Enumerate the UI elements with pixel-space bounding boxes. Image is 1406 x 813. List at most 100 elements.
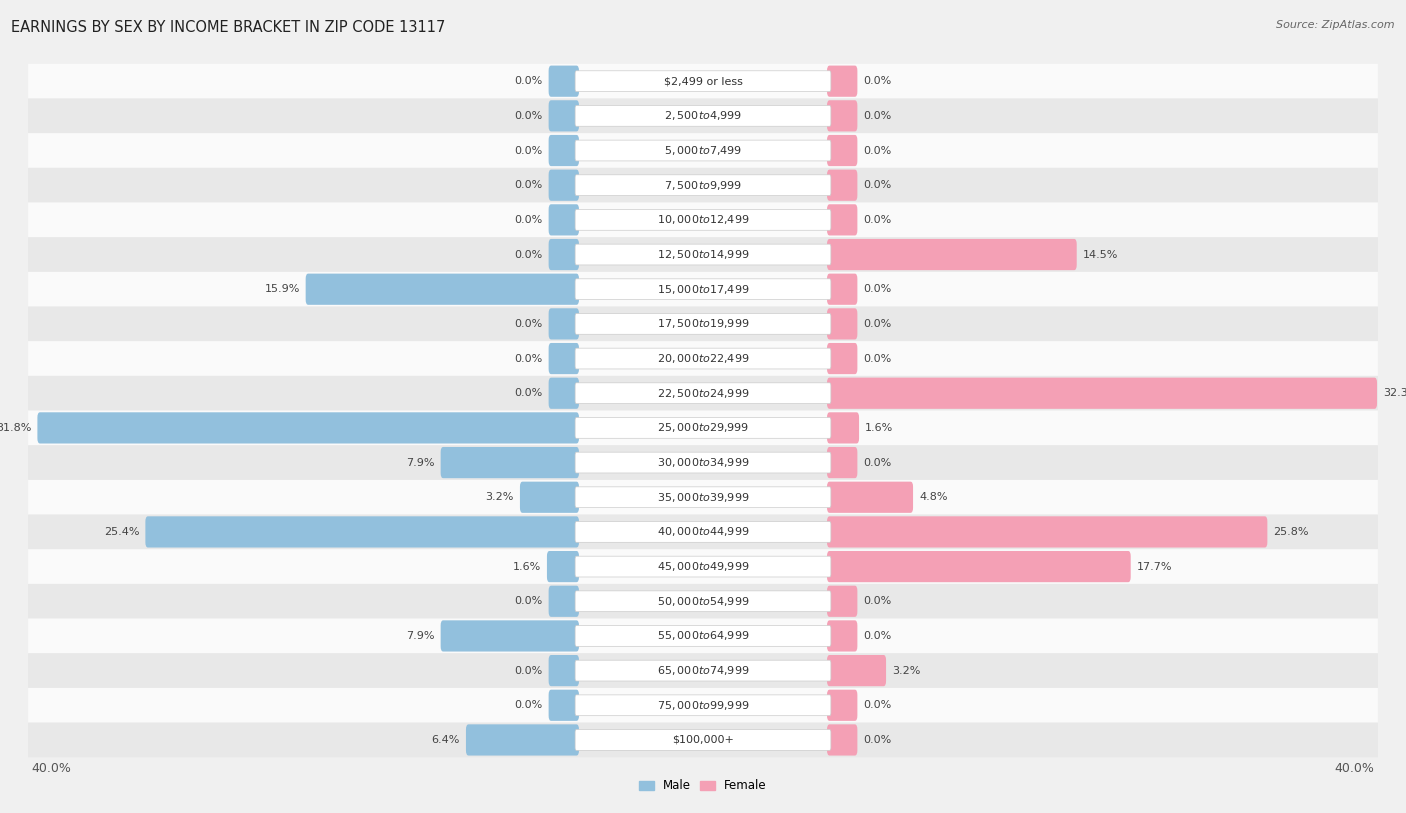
- Text: 1.6%: 1.6%: [865, 423, 893, 433]
- FancyBboxPatch shape: [827, 135, 858, 166]
- Text: 0.0%: 0.0%: [863, 700, 891, 711]
- Text: 0.0%: 0.0%: [863, 111, 891, 121]
- FancyBboxPatch shape: [827, 585, 858, 617]
- Text: 6.4%: 6.4%: [432, 735, 460, 745]
- Text: 0.0%: 0.0%: [515, 146, 543, 155]
- Text: 14.5%: 14.5%: [1083, 250, 1118, 259]
- FancyBboxPatch shape: [827, 689, 858, 721]
- Text: 0.0%: 0.0%: [515, 700, 543, 711]
- Text: 17.7%: 17.7%: [1136, 562, 1173, 572]
- FancyBboxPatch shape: [548, 377, 579, 409]
- FancyBboxPatch shape: [827, 239, 1077, 270]
- FancyBboxPatch shape: [575, 556, 831, 577]
- FancyBboxPatch shape: [28, 550, 1378, 584]
- FancyBboxPatch shape: [28, 167, 1378, 202]
- FancyBboxPatch shape: [28, 411, 1378, 446]
- Text: $45,000 to $49,999: $45,000 to $49,999: [657, 560, 749, 573]
- Text: $2,500 to $4,999: $2,500 to $4,999: [664, 110, 742, 122]
- FancyBboxPatch shape: [28, 619, 1378, 654]
- FancyBboxPatch shape: [548, 343, 579, 374]
- FancyBboxPatch shape: [28, 64, 1378, 98]
- FancyBboxPatch shape: [827, 170, 858, 201]
- FancyBboxPatch shape: [827, 343, 858, 374]
- FancyBboxPatch shape: [548, 204, 579, 236]
- FancyBboxPatch shape: [575, 591, 831, 611]
- FancyBboxPatch shape: [520, 481, 579, 513]
- Text: Source: ZipAtlas.com: Source: ZipAtlas.com: [1277, 20, 1395, 30]
- Text: $100,000+: $100,000+: [672, 735, 734, 745]
- Text: 0.0%: 0.0%: [515, 250, 543, 259]
- FancyBboxPatch shape: [28, 202, 1378, 237]
- FancyBboxPatch shape: [827, 516, 1267, 547]
- Text: 1.6%: 1.6%: [513, 562, 541, 572]
- Text: 4.8%: 4.8%: [920, 492, 948, 502]
- FancyBboxPatch shape: [827, 412, 859, 444]
- FancyBboxPatch shape: [548, 655, 579, 686]
- Text: 0.0%: 0.0%: [863, 285, 891, 294]
- FancyBboxPatch shape: [575, 487, 831, 507]
- Text: 25.4%: 25.4%: [104, 527, 139, 537]
- FancyBboxPatch shape: [28, 446, 1378, 480]
- Text: 0.0%: 0.0%: [863, 215, 891, 225]
- Text: $2,499 or less: $2,499 or less: [664, 76, 742, 86]
- Text: 0.0%: 0.0%: [863, 146, 891, 155]
- Text: 0.0%: 0.0%: [863, 735, 891, 745]
- Text: $65,000 to $74,999: $65,000 to $74,999: [657, 664, 749, 677]
- FancyBboxPatch shape: [28, 584, 1378, 619]
- FancyBboxPatch shape: [548, 585, 579, 617]
- FancyBboxPatch shape: [38, 412, 579, 444]
- Text: $30,000 to $34,999: $30,000 to $34,999: [657, 456, 749, 469]
- FancyBboxPatch shape: [827, 724, 858, 755]
- FancyBboxPatch shape: [575, 71, 831, 92]
- FancyBboxPatch shape: [827, 620, 858, 651]
- Text: 15.9%: 15.9%: [264, 285, 299, 294]
- Text: $12,500 to $14,999: $12,500 to $14,999: [657, 248, 749, 261]
- FancyBboxPatch shape: [28, 341, 1378, 376]
- FancyBboxPatch shape: [827, 204, 858, 236]
- FancyBboxPatch shape: [548, 689, 579, 721]
- FancyBboxPatch shape: [465, 724, 579, 755]
- FancyBboxPatch shape: [28, 515, 1378, 550]
- FancyBboxPatch shape: [440, 447, 579, 478]
- FancyBboxPatch shape: [28, 723, 1378, 757]
- Text: 7.9%: 7.9%: [406, 458, 434, 467]
- FancyBboxPatch shape: [575, 660, 831, 681]
- Text: $35,000 to $39,999: $35,000 to $39,999: [657, 491, 749, 504]
- FancyBboxPatch shape: [827, 655, 886, 686]
- FancyBboxPatch shape: [548, 135, 579, 166]
- Text: 0.0%: 0.0%: [863, 180, 891, 190]
- Text: 0.0%: 0.0%: [863, 76, 891, 86]
- Text: 40.0%: 40.0%: [1334, 763, 1375, 776]
- Text: $17,500 to $19,999: $17,500 to $19,999: [657, 317, 749, 330]
- FancyBboxPatch shape: [827, 274, 858, 305]
- Text: $50,000 to $54,999: $50,000 to $54,999: [657, 595, 749, 608]
- FancyBboxPatch shape: [28, 272, 1378, 307]
- Text: 40.0%: 40.0%: [31, 763, 72, 776]
- Text: 25.8%: 25.8%: [1274, 527, 1309, 537]
- Text: $7,500 to $9,999: $7,500 to $9,999: [664, 179, 742, 192]
- FancyBboxPatch shape: [575, 521, 831, 542]
- FancyBboxPatch shape: [575, 383, 831, 403]
- FancyBboxPatch shape: [827, 551, 1130, 582]
- FancyBboxPatch shape: [28, 98, 1378, 133]
- Text: 0.0%: 0.0%: [515, 389, 543, 398]
- FancyBboxPatch shape: [548, 308, 579, 340]
- FancyBboxPatch shape: [548, 170, 579, 201]
- FancyBboxPatch shape: [305, 274, 579, 305]
- Legend: Male, Female: Male, Female: [634, 775, 772, 798]
- Text: 0.0%: 0.0%: [863, 354, 891, 363]
- Text: 7.9%: 7.9%: [406, 631, 434, 641]
- FancyBboxPatch shape: [827, 481, 912, 513]
- FancyBboxPatch shape: [575, 348, 831, 369]
- FancyBboxPatch shape: [575, 175, 831, 196]
- FancyBboxPatch shape: [827, 447, 858, 478]
- FancyBboxPatch shape: [548, 66, 579, 97]
- FancyBboxPatch shape: [827, 100, 858, 132]
- FancyBboxPatch shape: [28, 688, 1378, 723]
- Text: 0.0%: 0.0%: [863, 631, 891, 641]
- FancyBboxPatch shape: [28, 133, 1378, 167]
- FancyBboxPatch shape: [547, 551, 579, 582]
- FancyBboxPatch shape: [575, 625, 831, 646]
- Text: 0.0%: 0.0%: [515, 180, 543, 190]
- Text: 31.8%: 31.8%: [0, 423, 31, 433]
